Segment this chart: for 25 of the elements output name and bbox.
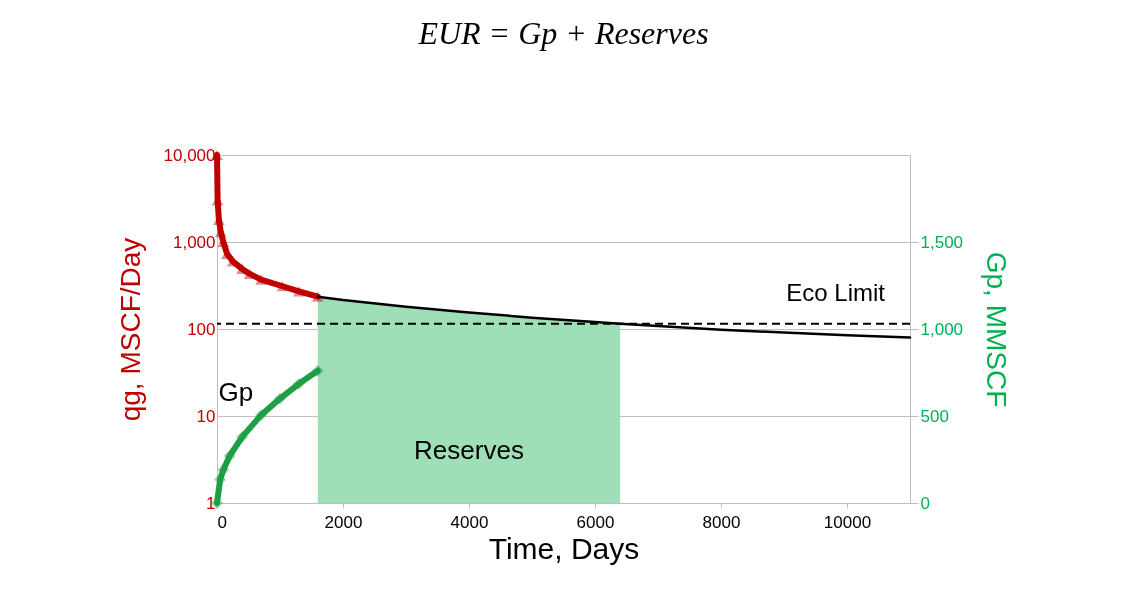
series-label: Gp <box>218 377 254 408</box>
y2-tick-label: 1,500 <box>920 232 964 252</box>
y2-tick-label: 500 <box>920 406 949 426</box>
y2-tick-label: 0 <box>920 493 930 513</box>
point <box>255 274 268 285</box>
y-tick-label: 1,000 <box>172 232 216 252</box>
y-tick-label: 10 <box>196 406 216 426</box>
y2-tick-label: 1,000 <box>920 319 964 339</box>
x-tick-label: 4000 <box>450 512 489 532</box>
x-tick-label: 2000 <box>324 512 363 532</box>
series-label: Reserves <box>414 435 524 465</box>
y-tick-label: 1 <box>206 493 216 513</box>
point <box>292 286 305 297</box>
x-tick-label: 6000 <box>576 512 615 532</box>
y-axis-title: qg, MSCF/Day <box>114 237 146 422</box>
y2-axis-title: Gp, MMSCF <box>981 251 1013 408</box>
chart-title: EUR = Gp + Reserves <box>417 15 709 51</box>
x-tick-label: 10000 <box>823 512 872 532</box>
x-tick-label: 8000 <box>702 512 741 532</box>
x-axis-title: Time, Days <box>488 531 640 565</box>
y-tick-label: 10,000 <box>163 145 216 165</box>
y-tick-label: 100 <box>187 319 216 339</box>
point <box>276 281 289 292</box>
x-tick-label: 0 <box>217 512 227 532</box>
ref-line-label: Eco Limit <box>786 278 886 306</box>
